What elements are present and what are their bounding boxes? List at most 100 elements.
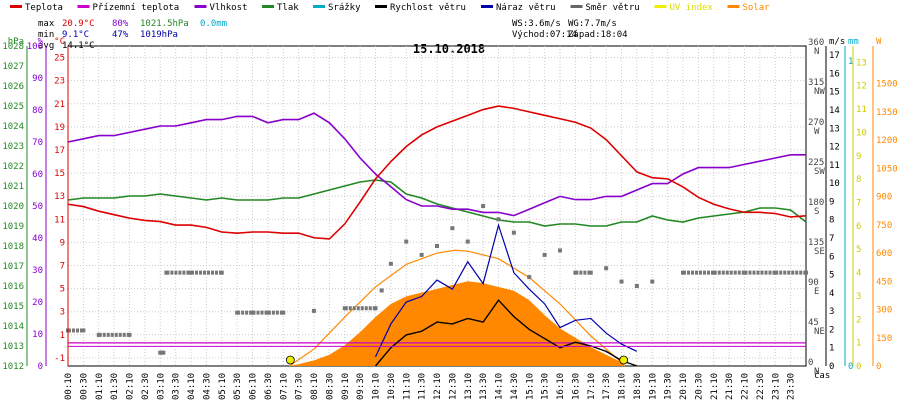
- x-tick-label-23: 11:30: [418, 373, 428, 400]
- celsius-tick-4: 7: [60, 261, 65, 271]
- celsius-tick-8: 15: [54, 169, 65, 179]
- percent-tick-0: 0: [38, 362, 43, 372]
- x-tick-label-17: 08:30: [325, 373, 335, 400]
- legend-label-3: Tlak: [277, 3, 299, 13]
- ms-tick-16: 16: [829, 69, 840, 79]
- celsius-tick-13: 25: [54, 54, 65, 64]
- legend: Teplota Přízemní teplota Vlhkost Tlak Srážky…: [10, 3, 770, 13]
- hpa-tick-2: 1014: [2, 322, 24, 332]
- hpa-tick-11: 1023: [2, 142, 24, 152]
- plot-area: [66, 45, 808, 367]
- legend-swatch-6: [481, 5, 493, 8]
- wind-dir-point-26: [527, 275, 532, 280]
- x-tick-label-28: 14:10: [495, 373, 505, 400]
- x-tick-label-24: 12:10: [433, 373, 443, 400]
- wind-dir-point-18: [404, 239, 409, 244]
- x-tick-label-40: 20:10: [679, 373, 689, 400]
- humidity-line: [67, 112, 806, 217]
- dir-tick-8: 360: [808, 38, 824, 48]
- legend-label-1: Přízemní teplota: [93, 3, 180, 13]
- celsius-axis-unit: °C: [54, 37, 65, 47]
- x-tick-label-2: 01:10: [95, 373, 105, 400]
- wind-dir-point-22: [465, 239, 470, 244]
- x-tick-label-9: 04:30: [202, 373, 212, 400]
- stat-wg: WG:7.7m/s: [568, 19, 617, 29]
- stat-max-label: max: [38, 19, 55, 29]
- percent-tick-2: 20: [32, 298, 43, 308]
- hpa-tick-6: 1018: [2, 242, 24, 252]
- uv-tick-11: 11: [856, 105, 867, 115]
- ms-tick-10: 10: [829, 179, 840, 189]
- x-axis-unit: čas: [814, 370, 830, 381]
- watt-tick-1: 150: [876, 334, 892, 344]
- dir-tick-name-5: SW: [814, 167, 825, 177]
- hpa-tick-3: 1015: [2, 302, 24, 312]
- hpa-tick-9: 1021: [2, 182, 24, 192]
- dir-tick-name-7: NW: [814, 87, 825, 97]
- ms-axis-unit: m/s: [829, 37, 845, 47]
- x-tick-label-27: 13:30: [479, 373, 489, 400]
- ms-tick-5: 5: [829, 271, 834, 281]
- x-tick-label-19: 09:30: [356, 373, 366, 400]
- x-tick-label-6: 03:10: [156, 373, 166, 400]
- x-tick-label-37: 18:30: [633, 373, 643, 400]
- wind-dir-point-19: [419, 252, 424, 257]
- stat-min-temp: 9.1°C: [62, 30, 89, 40]
- x-tick-label-13: 06:30: [264, 373, 274, 400]
- x-tick-label-1: 00:30: [79, 373, 89, 400]
- stat-min-hum: 47%: [112, 30, 129, 40]
- ms-tick-13: 13: [829, 124, 840, 134]
- x-tick-label-21: 10:30: [387, 373, 397, 400]
- dir-tick-4: 180: [808, 198, 824, 208]
- x-tick-label-20: 10:10: [372, 373, 382, 400]
- legend-label-4: Srážky: [328, 3, 361, 13]
- x-tick-label-25: 12:30: [448, 373, 458, 400]
- watt-tick-0: 0: [876, 362, 881, 372]
- watt-tick-10: 1500: [876, 80, 898, 90]
- percent-tick-6: 60: [32, 170, 43, 180]
- stat-max-press: 1021.5hPa: [140, 19, 189, 29]
- percent-tick-4: 40: [32, 234, 43, 244]
- legend-label-8: UV index: [670, 3, 714, 13]
- legend-swatch-8: [654, 5, 667, 8]
- x-tick-label-3: 01:30: [110, 373, 120, 400]
- uv-tick-4: 4: [856, 269, 861, 279]
- dir-tick-7: 315: [808, 78, 824, 88]
- legend-swatch-0: [10, 5, 22, 8]
- uv-tick-8: 8: [856, 175, 861, 185]
- wind-dir-point-23: [481, 204, 486, 208]
- x-tick-label-31: 15:30: [541, 373, 551, 400]
- ms-tick-2: 2: [829, 325, 834, 335]
- wind-dir-point-5: [161, 350, 166, 355]
- stat-max-hum: 80%: [112, 19, 129, 29]
- hpa-tick-15: 1027: [2, 62, 24, 72]
- stat-min-press: 1019hPa: [140, 30, 178, 40]
- x-tick-label-34: 17:10: [587, 373, 597, 400]
- hpa-tick-10: 1022: [2, 162, 24, 172]
- stat-sunset: Západ:18:04: [568, 30, 628, 40]
- watt-tick-4: 600: [876, 249, 892, 259]
- percent-tick-9: 90: [32, 74, 43, 84]
- legend-label-6: Náraz větru: [496, 3, 556, 13]
- watt-tick-8: 1200: [876, 136, 898, 146]
- stat-max-temp: 20.9°C: [62, 19, 95, 29]
- x-tick-label-15: 07:30: [295, 373, 305, 400]
- chart-title: 15.10.2018: [413, 42, 485, 56]
- legend-swatch-7: [570, 5, 583, 8]
- wind-dir-point-17: [388, 261, 393, 266]
- x-tick-label-22: 11:10: [402, 373, 412, 400]
- celsius-tick-2: 3: [60, 308, 65, 318]
- legend-swatch-3: [262, 5, 274, 8]
- dir-tick-name-4: S: [814, 207, 819, 217]
- ms-tick-11: 11: [829, 161, 840, 171]
- ms-tick-15: 15: [829, 88, 840, 98]
- ms-tick-6: 6: [829, 252, 834, 262]
- wind-dir-point-16: [379, 288, 384, 293]
- x-tick-label-33: 16:30: [571, 373, 581, 400]
- percent-tick-7: 70: [32, 138, 43, 148]
- wind-dir-point-31: [604, 266, 609, 271]
- hpa-axis-unit: hPa: [8, 37, 24, 47]
- celsius-tick-9: 17: [54, 146, 65, 156]
- x-tick-label-29: 14:30: [510, 373, 520, 400]
